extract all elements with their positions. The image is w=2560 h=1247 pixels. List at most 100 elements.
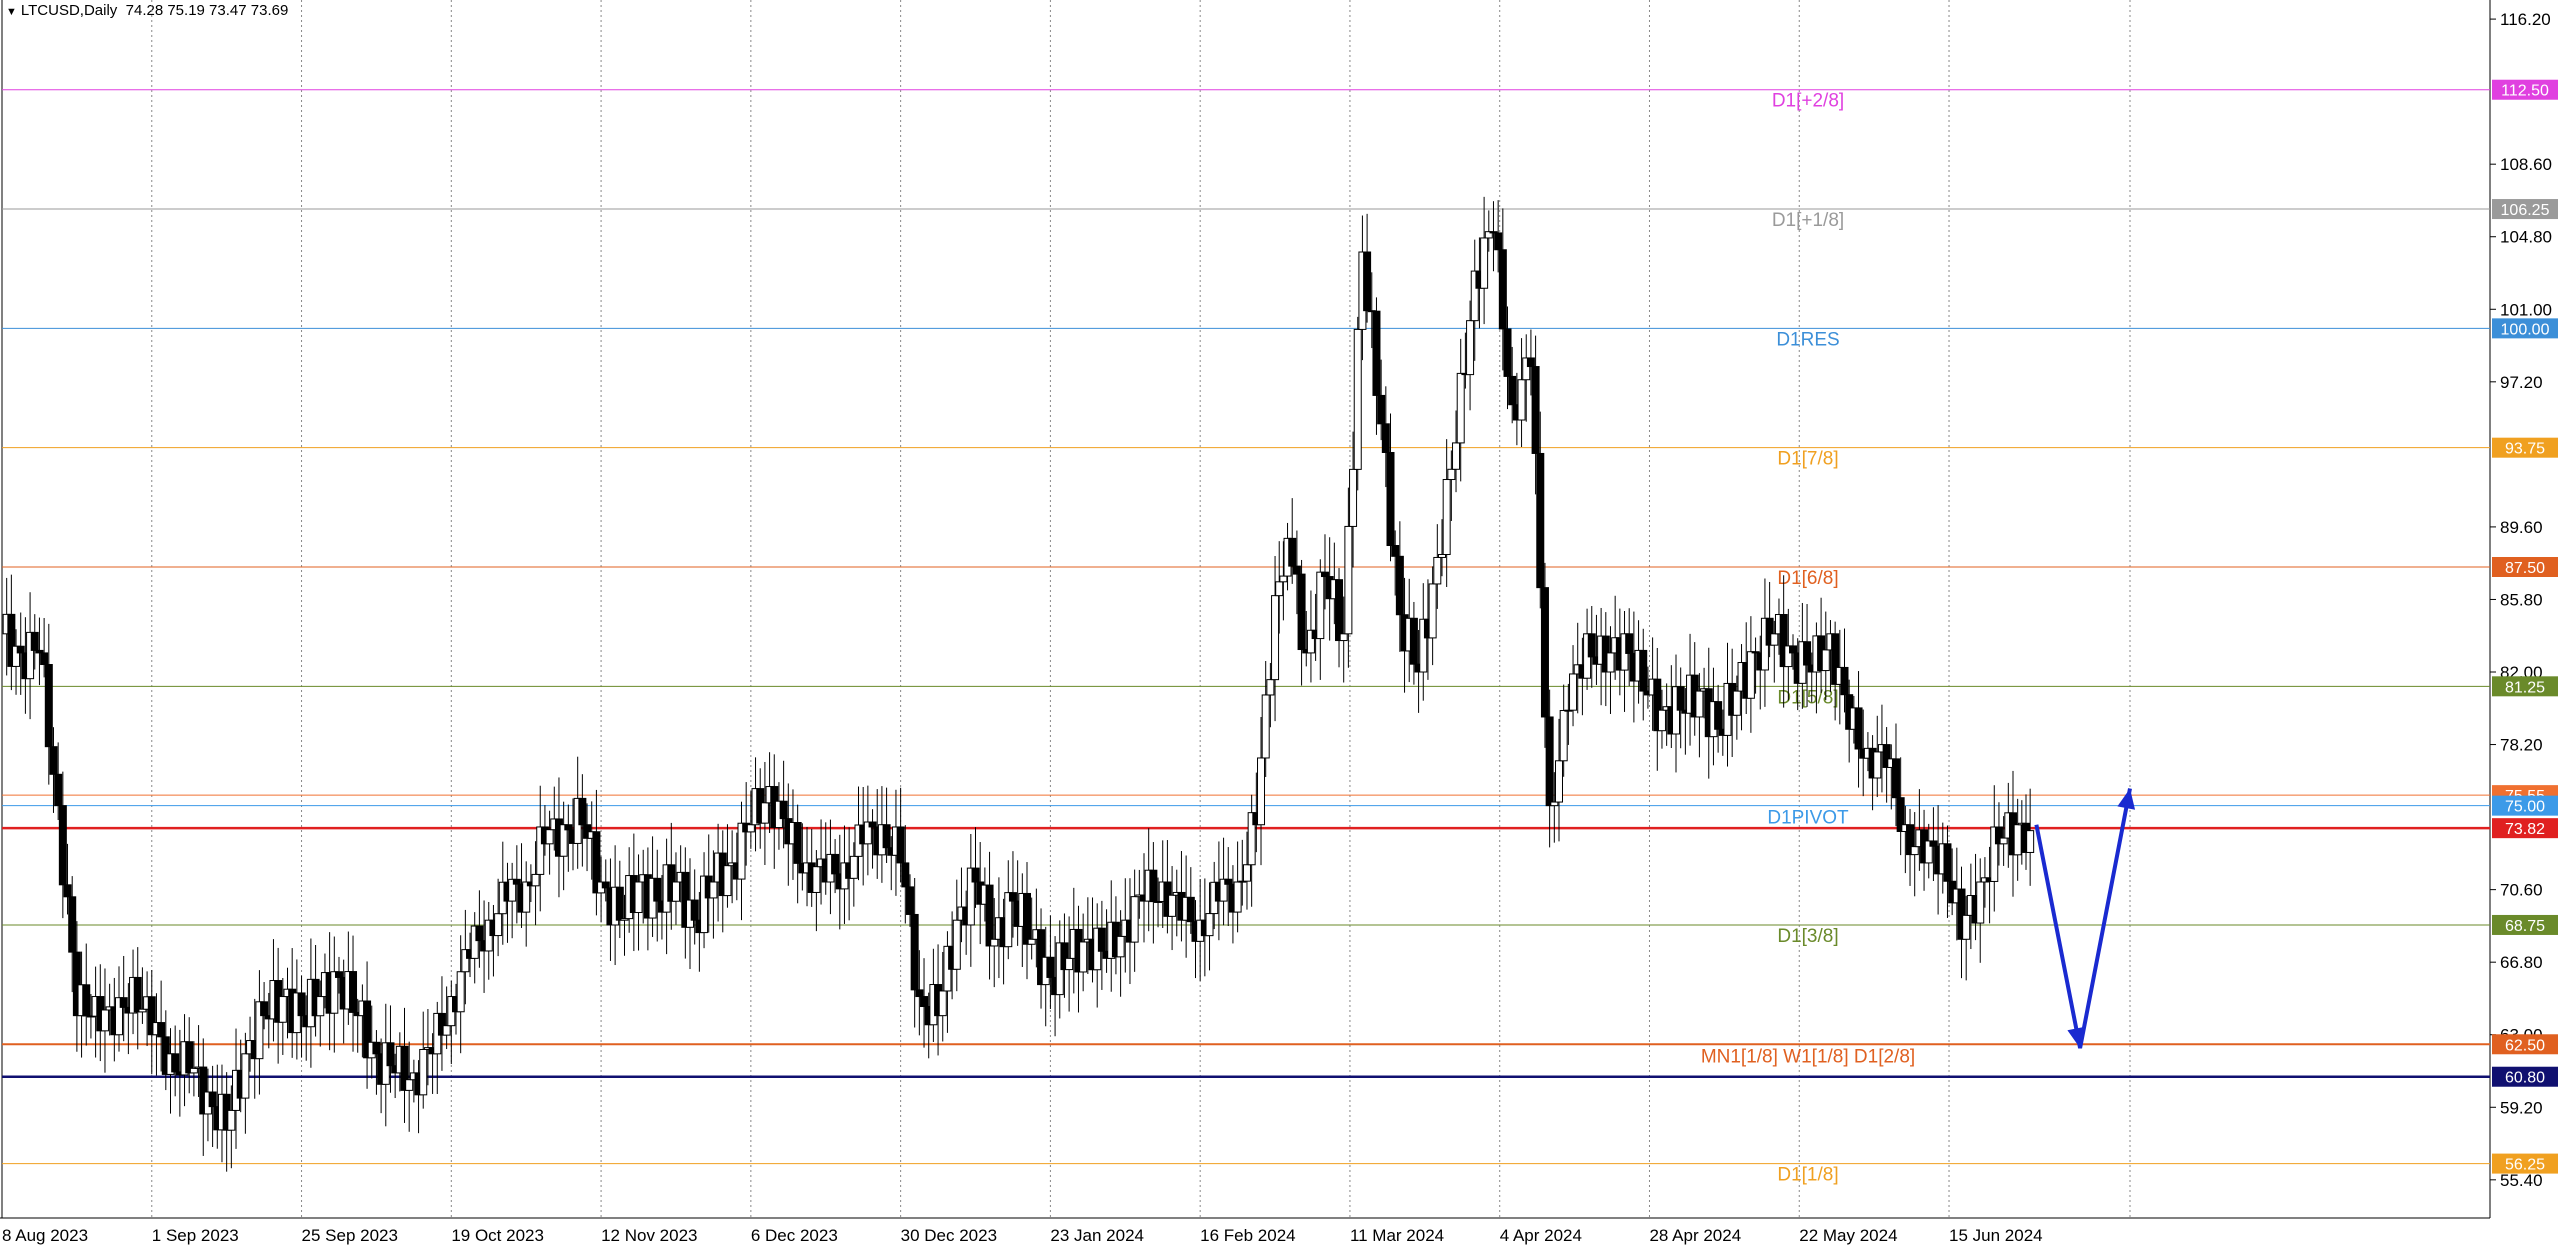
candle-body bbox=[82, 984, 91, 1017]
candle-body bbox=[1261, 694, 1270, 759]
candle-body bbox=[1990, 826, 1999, 882]
time-axis-label: 4 Apr 2024 bbox=[1500, 1226, 1582, 1245]
forecast-arrow-down-head bbox=[2067, 1026, 2086, 1049]
candle-body bbox=[592, 831, 601, 894]
candle-body bbox=[1545, 716, 1554, 807]
candle-body bbox=[157, 1022, 166, 1038]
candle-body bbox=[1489, 231, 1498, 234]
candle-body bbox=[1257, 757, 1266, 826]
candle-body bbox=[1522, 357, 1531, 381]
time-axis-label: 28 Apr 2024 bbox=[1649, 1226, 1741, 1245]
candle-body bbox=[1433, 556, 1442, 585]
candle-body bbox=[1349, 468, 1358, 527]
candle-body bbox=[1046, 956, 1055, 978]
candle-body bbox=[1381, 423, 1390, 453]
candle-body bbox=[26, 631, 35, 680]
candle-body bbox=[868, 821, 877, 828]
candle-body bbox=[1803, 641, 1812, 666]
candle-body bbox=[1288, 537, 1297, 567]
candle-body bbox=[208, 1091, 217, 1108]
price-axis-label: 97.20 bbox=[2500, 373, 2543, 392]
level-label: D1[6/8] bbox=[1777, 568, 1838, 589]
candle-body bbox=[255, 1001, 264, 1060]
candle-body bbox=[1466, 320, 1475, 376]
candle-body bbox=[601, 881, 610, 889]
time-axis-label: 30 Dec 2023 bbox=[901, 1226, 997, 1245]
candle-body bbox=[1526, 357, 1535, 368]
candle-body bbox=[1657, 709, 1666, 732]
time-axis-label: 25 Sep 2023 bbox=[302, 1226, 398, 1245]
forecast-arrow-up-head bbox=[2117, 788, 2136, 810]
candle-body bbox=[1363, 251, 1372, 312]
candle-body bbox=[746, 824, 755, 833]
price-tag bbox=[2492, 1066, 2558, 1087]
candle-body bbox=[1320, 571, 1329, 578]
candle-body bbox=[1695, 690, 1704, 718]
candle-body bbox=[1540, 587, 1549, 718]
price-tag bbox=[2492, 79, 2558, 100]
candle-body bbox=[559, 824, 568, 857]
price-tag bbox=[2492, 676, 2558, 697]
candle-body bbox=[578, 797, 587, 826]
candle-body bbox=[760, 802, 769, 824]
candle-body bbox=[363, 1000, 372, 1059]
candle-body bbox=[1470, 270, 1479, 322]
candle-body bbox=[1275, 581, 1284, 597]
candle-body bbox=[1770, 633, 1779, 646]
symbol-label: LTCUSD,Daily bbox=[20, 2, 118, 19]
candle-body bbox=[615, 886, 624, 921]
time-axis-label: 22 May 2024 bbox=[1799, 1226, 1897, 1245]
candle-body bbox=[372, 1041, 381, 1055]
candle-body bbox=[1437, 553, 1446, 558]
candle-body bbox=[1372, 310, 1381, 396]
candle-body bbox=[653, 877, 662, 902]
candle-body bbox=[1653, 678, 1662, 732]
candle-body bbox=[536, 826, 545, 875]
ohlc-values: 74.28 75.19 73.47 73.69 bbox=[125, 2, 289, 19]
candle-body bbox=[971, 867, 980, 883]
price-tag bbox=[2492, 318, 2558, 339]
candle-body bbox=[1027, 938, 1036, 945]
candle-body bbox=[1994, 826, 2003, 845]
candle-body bbox=[522, 881, 531, 913]
price-axis-label: 70.60 bbox=[2500, 881, 2543, 900]
price-axis-label: 116.20 bbox=[2500, 10, 2551, 29]
price-tag bbox=[2492, 1153, 2558, 1174]
candle-body bbox=[620, 918, 629, 921]
candle-body bbox=[1896, 797, 1905, 832]
candle-body bbox=[147, 996, 156, 1036]
candle-body bbox=[1149, 869, 1158, 903]
candle-body bbox=[1503, 328, 1512, 377]
candle-body bbox=[1116, 935, 1125, 958]
candle-body bbox=[185, 1041, 194, 1074]
candle-body bbox=[1831, 633, 1840, 685]
dropdown-triangle-icon[interactable]: ▼ bbox=[6, 6, 17, 18]
candle-body bbox=[1882, 744, 1891, 768]
candle-body bbox=[1910, 846, 1919, 856]
candle-body bbox=[54, 773, 63, 807]
candle-body bbox=[831, 853, 840, 875]
candle-body bbox=[882, 824, 891, 849]
candle-body bbox=[737, 822, 746, 880]
candle-body bbox=[1784, 645, 1793, 668]
candle-body bbox=[1517, 379, 1526, 421]
price-tag-label: 62.50 bbox=[2505, 1037, 2545, 1054]
candle-body bbox=[1587, 633, 1596, 658]
candle-body bbox=[1751, 651, 1760, 654]
candle-body bbox=[437, 1012, 446, 1036]
candle-body bbox=[1344, 525, 1353, 635]
candle-body bbox=[1929, 840, 1938, 847]
candle-body bbox=[545, 829, 554, 845]
candle-body bbox=[1386, 451, 1395, 547]
time-axis-label: 11 Mar 2024 bbox=[1350, 1226, 1444, 1245]
candle-body bbox=[1306, 629, 1315, 654]
level-label: D1[5/8] bbox=[1777, 687, 1838, 708]
candle-body bbox=[1639, 649, 1648, 692]
candle-body bbox=[1409, 617, 1418, 665]
candle-body bbox=[1999, 837, 2008, 845]
candle-body bbox=[1821, 649, 1830, 672]
chart-header: ▼ LTCUSD,Daily 74.28 75.19 73.47 73.69 bbox=[6, 2, 288, 19]
candle-body bbox=[1219, 878, 1228, 902]
candle-body bbox=[1550, 801, 1559, 807]
